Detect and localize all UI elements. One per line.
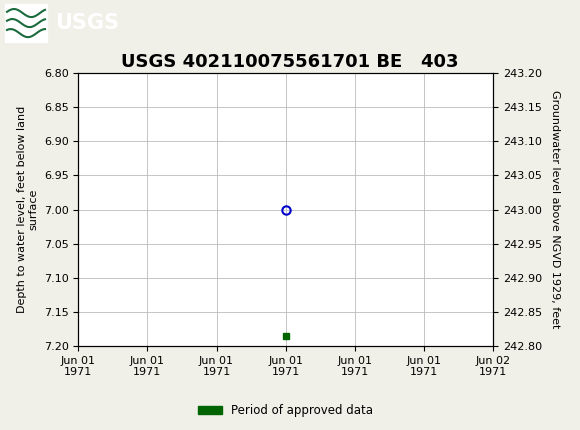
Y-axis label: Groundwater level above NGVD 1929, feet: Groundwater level above NGVD 1929, feet	[550, 90, 560, 329]
Y-axis label: Depth to water level, feet below land
surface: Depth to water level, feet below land su…	[17, 106, 38, 313]
Text: USGS 402110075561701 BE   403: USGS 402110075561701 BE 403	[121, 53, 459, 71]
Legend: Period of approved data: Period of approved data	[193, 400, 378, 422]
Text: USGS: USGS	[55, 13, 119, 33]
FancyBboxPatch shape	[5, 4, 47, 42]
